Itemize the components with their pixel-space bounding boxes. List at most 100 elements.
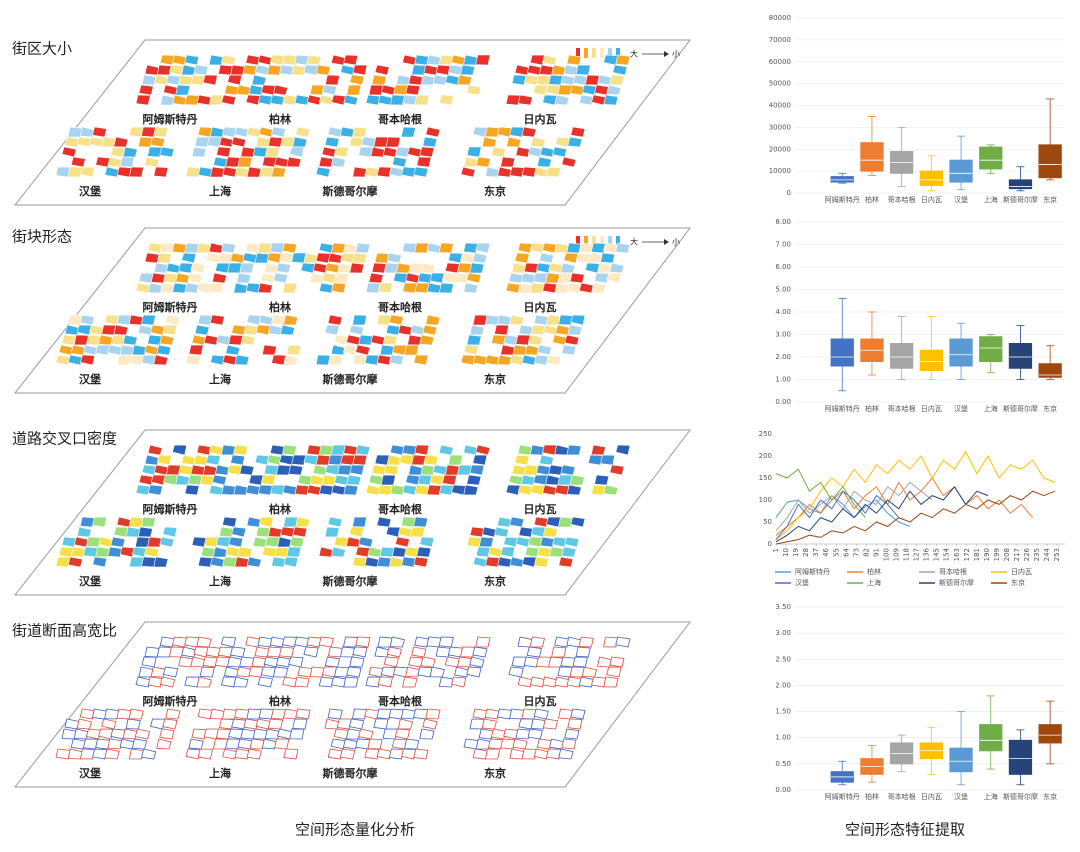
map-block	[469, 262, 485, 274]
map-block	[469, 324, 485, 336]
map-block	[144, 252, 160, 264]
map-block	[521, 166, 537, 178]
city-label: 东京	[484, 766, 506, 780]
legend-swatch	[592, 48, 596, 58]
map-block	[530, 324, 546, 336]
map-block	[289, 146, 305, 158]
x-tick-label: 汉堡	[954, 195, 968, 204]
map-block	[484, 126, 500, 138]
map-block	[555, 136, 571, 148]
map-block	[187, 474, 203, 486]
map-block	[472, 556, 488, 568]
x-tick-label: 斯德哥尔摩	[1003, 404, 1038, 413]
map-block	[261, 344, 277, 356]
map-block	[564, 728, 580, 740]
map-block	[425, 708, 441, 720]
map-block	[104, 708, 120, 720]
x-tick-label: 东京	[1043, 404, 1057, 413]
city-map	[55, 708, 181, 760]
map-block	[383, 464, 399, 476]
map-block	[373, 136, 389, 148]
map-block	[536, 546, 552, 558]
map-block	[355, 242, 371, 254]
map-block	[230, 646, 246, 658]
map-block	[349, 262, 365, 274]
map-block	[591, 484, 607, 496]
map-block	[315, 354, 331, 366]
map-block	[141, 74, 157, 86]
map-block	[542, 242, 558, 254]
map-block	[292, 718, 308, 730]
map-block	[188, 738, 204, 750]
map-block	[401, 748, 417, 760]
map-block	[402, 282, 418, 294]
map-block	[197, 556, 213, 568]
series-line	[775, 485, 989, 543]
map-block	[135, 94, 151, 106]
map-block	[83, 546, 99, 558]
map-block	[368, 272, 384, 284]
map-block	[557, 84, 573, 96]
city-map	[365, 54, 491, 106]
map-block	[107, 738, 123, 750]
city-map	[135, 444, 255, 496]
map-block	[615, 54, 631, 66]
map-block	[80, 354, 96, 366]
city-map	[365, 444, 491, 496]
map-block	[249, 738, 265, 750]
city-map	[185, 314, 302, 366]
map-block	[414, 444, 430, 456]
x-tick-label: 柏林	[865, 792, 879, 801]
map-block	[529, 444, 545, 456]
map-block	[444, 74, 460, 86]
map-block	[393, 272, 409, 284]
y-tick-label: 6.00	[775, 263, 791, 271]
map-block	[92, 126, 108, 138]
panel-title: 街道断面高宽比	[12, 622, 117, 640]
map-block	[352, 252, 368, 264]
map-block	[419, 334, 435, 346]
legend-swatch	[584, 236, 588, 246]
map-block	[171, 636, 188, 648]
city-map	[315, 314, 441, 366]
map-block	[104, 166, 120, 178]
map-block	[530, 718, 546, 730]
map-block	[352, 64, 368, 76]
map-block	[199, 474, 215, 486]
legend-swatch	[608, 48, 612, 58]
map-block	[240, 334, 256, 346]
map-block	[156, 738, 172, 750]
map-block	[521, 354, 537, 366]
map-block	[327, 354, 343, 366]
map-block	[345, 728, 362, 740]
map-block	[466, 84, 482, 96]
city-label: 阿姆斯特丹	[143, 112, 198, 126]
map-block	[267, 136, 283, 148]
map-block	[61, 334, 77, 346]
map-block	[517, 94, 533, 106]
city-map	[135, 54, 261, 106]
map-block	[55, 354, 71, 366]
map-block	[270, 314, 286, 326]
y-tick-label: 150	[759, 474, 772, 482]
map-block	[542, 282, 558, 294]
map-block	[606, 666, 622, 678]
x-tick-label: 127	[913, 548, 921, 561]
map-block	[318, 484, 334, 496]
legend-label: 斯德哥尔摩	[939, 578, 974, 587]
map-block	[55, 748, 71, 760]
y-tick-label: 60000	[769, 58, 791, 66]
map-block	[561, 344, 577, 356]
map-block	[70, 546, 86, 558]
map-block	[361, 136, 377, 148]
map-block	[413, 748, 429, 760]
map-block	[511, 656, 527, 668]
map-block	[530, 484, 546, 496]
legend-swatch	[616, 236, 620, 246]
map-block	[156, 64, 172, 76]
map-block	[199, 666, 215, 678]
map-block	[295, 516, 311, 528]
map-block	[278, 646, 295, 658]
map-block	[292, 526, 308, 538]
series-line	[775, 477, 1034, 536]
